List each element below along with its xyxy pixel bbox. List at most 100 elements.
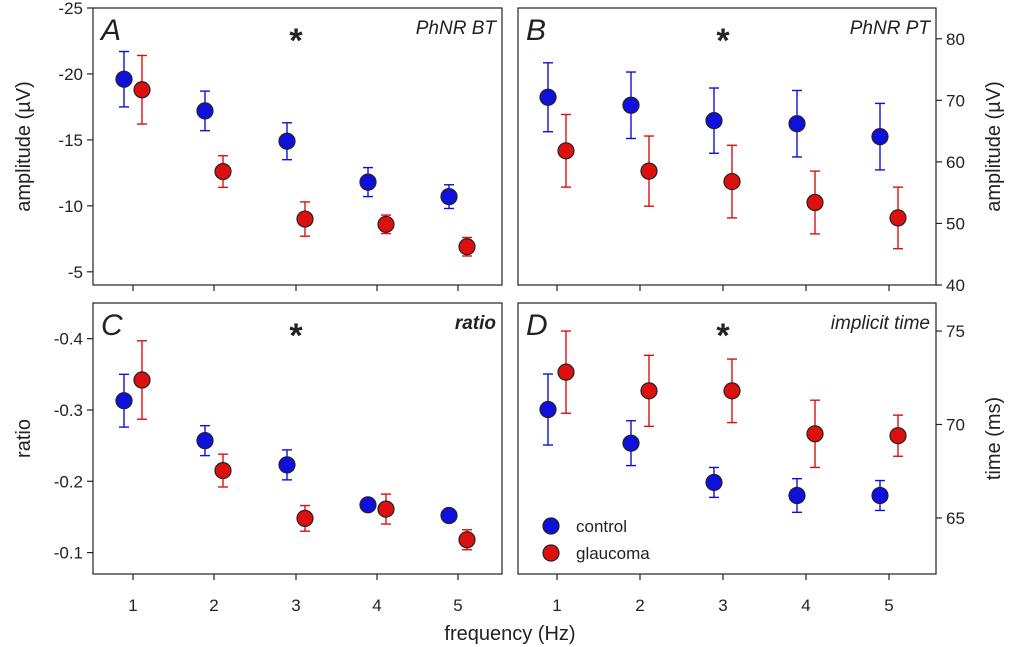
- y-axis-label: amplitude (µV): [983, 81, 1005, 211]
- series-glaucoma: [557, 113, 907, 250]
- panel-frame: [517, 302, 937, 575]
- y-tick-label: -20: [58, 65, 83, 84]
- data-point: [115, 70, 133, 88]
- data-point: [705, 473, 723, 492]
- x-axis-label: frequency (Hz): [444, 623, 575, 645]
- y-tick-label: -25: [58, 0, 83, 18]
- y-tick-label: -10: [58, 197, 83, 216]
- panel-b: 40 50 60 70 80 amplitude (µV) B PhNR PT *: [517, 7, 1005, 295]
- series-control: [539, 373, 889, 514]
- data-point: [196, 102, 214, 120]
- data-point: [458, 238, 476, 256]
- x-tick-label: 5: [884, 596, 893, 615]
- y-tick-label: 60: [946, 153, 965, 172]
- y-tick-label: 75: [946, 322, 965, 341]
- data-point: [133, 371, 151, 389]
- data-point: [539, 88, 557, 106]
- y-tick-label: 70: [946, 415, 965, 434]
- panel-c: -0.4 -0.3 -0.2 -0.1 1 2 3 4 5 ratio C ratio *: [13, 302, 503, 615]
- data-point: [723, 172, 741, 191]
- y-tick-label: -0.2: [54, 472, 83, 491]
- data-point: [871, 128, 889, 146]
- x-tick-label: 1: [552, 596, 561, 615]
- data-point: [296, 509, 314, 527]
- data-point: [705, 112, 723, 130]
- data-point: [440, 188, 458, 206]
- data-point: [133, 81, 151, 99]
- legend-marker: [542, 517, 560, 535]
- panel-title: PhNR BT: [416, 18, 498, 39]
- data-point: [359, 173, 377, 191]
- series-control: [115, 50, 458, 210]
- data-point: [889, 209, 907, 227]
- y-axis-label: ratio: [13, 419, 35, 458]
- panel-frame: [92, 302, 503, 575]
- data-point: [440, 506, 458, 525]
- x-tick-label: 4: [372, 596, 381, 615]
- data-point: [723, 382, 741, 400]
- series-control: [539, 62, 889, 171]
- x-tick-label: 2: [209, 596, 218, 615]
- panel-frame: [92, 7, 503, 286]
- data-point: [359, 496, 377, 514]
- data-point: [871, 486, 889, 505]
- significance-marker: *: [289, 317, 303, 355]
- legend-label: control: [576, 517, 627, 536]
- data-point: [458, 531, 476, 549]
- panel-title: PhNR PT: [850, 18, 932, 39]
- significance-marker: *: [716, 317, 730, 355]
- data-point: [640, 162, 658, 180]
- panel-frame: [517, 7, 937, 286]
- data-point: [806, 425, 824, 443]
- y-axis-label: time (ms): [983, 397, 1005, 480]
- panel-letter: C: [101, 309, 123, 342]
- data-point: [539, 400, 557, 419]
- data-point: [622, 434, 640, 452]
- data-point: [622, 96, 640, 114]
- legend-marker: [542, 544, 560, 562]
- legend: control glaucoma: [542, 517, 650, 563]
- x-tick-label: 3: [718, 596, 727, 615]
- significance-marker: *: [289, 22, 303, 60]
- data-point: [557, 142, 575, 160]
- data-point: [806, 193, 824, 212]
- data-point: [278, 456, 296, 474]
- x-tick-label: 2: [635, 596, 644, 615]
- y-tick-label: -5: [68, 263, 83, 282]
- y-tick-label: 70: [946, 91, 965, 110]
- series-control: [115, 373, 458, 525]
- data-point: [377, 215, 395, 233]
- panel-letter: B: [526, 14, 546, 47]
- y-axis-label: amplitude (µV): [13, 81, 35, 211]
- significance-marker: *: [716, 22, 730, 60]
- data-point: [377, 500, 395, 518]
- y-tick-label: 50: [946, 214, 965, 233]
- x-tick-label: 4: [801, 596, 810, 615]
- series-glaucoma: [557, 330, 907, 469]
- y-tick-label: -0.3: [54, 401, 83, 420]
- legend-label: glaucoma: [576, 544, 650, 563]
- y-tick-label: 80: [946, 30, 965, 49]
- data-point: [557, 363, 575, 381]
- panel-letter: A: [99, 14, 121, 47]
- data-point: [889, 427, 907, 445]
- data-point: [788, 486, 806, 505]
- y-tick-label: -0.4: [54, 330, 83, 349]
- data-point: [788, 115, 806, 133]
- x-tick-label: 1: [128, 596, 137, 615]
- panel-letter: D: [526, 309, 548, 342]
- panels-layer: -25 -20 -15 -10 -5 amplitude (µV) A PhNR BT * 40 5…: [13, 0, 1005, 615]
- panel-d: 65 70 75 1 2 3 4 5 time (ms) D implicit time *: [517, 302, 1005, 615]
- y-tick-label: -15: [58, 131, 83, 150]
- y-tick-label: 40: [946, 276, 965, 295]
- data-point: [278, 132, 296, 150]
- panel-title: implicit time: [831, 313, 930, 334]
- y-tick-label: 65: [946, 509, 965, 528]
- data-point: [214, 162, 232, 181]
- series-glaucoma: [133, 340, 476, 551]
- data-point: [214, 461, 232, 480]
- series-glaucoma: [133, 54, 476, 257]
- data-point: [115, 392, 133, 410]
- data-point: [196, 432, 214, 450]
